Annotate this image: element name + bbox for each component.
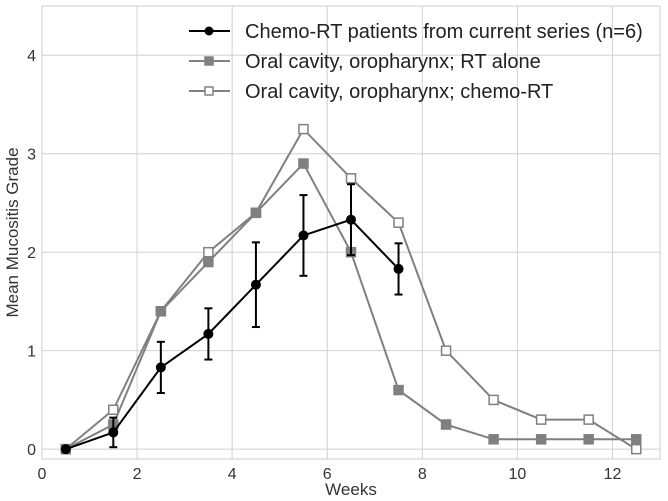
data-point — [203, 246, 214, 258]
y-tick-labels: 0 1 2 3 4 — [27, 48, 36, 459]
data-point — [298, 158, 309, 169]
data-point — [440, 419, 452, 430]
series-1 — [60, 183, 404, 455]
data-point — [440, 345, 452, 356]
data-point — [393, 217, 404, 228]
legend-item-3: Oral cavity, oropharynx; chemo-RT — [189, 81, 553, 103]
data-point — [583, 434, 594, 445]
legend-item-1: Chemo-RT patients from current series (n… — [189, 21, 643, 43]
data-point — [488, 434, 499, 445]
data-point — [204, 86, 214, 96]
data-point — [393, 384, 404, 396]
x-tick-label: 0 — [38, 466, 47, 483]
series-line — [65, 218, 400, 451]
data-point — [155, 306, 167, 317]
grid-lines — [41, 6, 660, 459]
x-tick-label: 4 — [228, 466, 237, 483]
plot-frame — [41, 5, 661, 460]
legend-label: Chemo-RT patients from current series (n… — [245, 21, 643, 43]
x-tick-label: 6 — [323, 466, 332, 483]
data-point — [298, 123, 309, 135]
legend-label: Oral cavity, oropharynx; RT alone — [245, 51, 541, 73]
data-point — [203, 256, 214, 268]
series-3 — [60, 123, 642, 455]
y-tick-label: 4 — [27, 48, 36, 65]
legend: Chemo-RT patients from current series (n… — [189, 21, 643, 103]
data-point — [203, 328, 214, 339]
data-point — [155, 362, 166, 373]
data-point — [250, 207, 262, 219]
y-axis-label: Mean Mucositis Grade — [3, 147, 22, 317]
data-point — [393, 263, 404, 274]
data-point — [204, 26, 214, 36]
x-axis-label: Weeks — [325, 480, 377, 499]
x-tick-label: 8 — [418, 466, 427, 483]
x-tick-label: 10 — [508, 466, 526, 483]
data-point — [250, 279, 261, 290]
data-point — [346, 214, 356, 225]
y-tick-label: 0 — [27, 442, 36, 459]
data-point — [535, 414, 547, 425]
y-tick-label: 2 — [27, 245, 36, 262]
data-point — [630, 443, 642, 455]
x-tick-label: 12 — [604, 466, 622, 483]
legend-label: Oral cavity, oropharynx; chemo-RT — [245, 81, 553, 103]
x-tick-label: 2 — [133, 466, 142, 483]
y-tick-label: 3 — [27, 147, 36, 164]
data-point — [583, 414, 594, 425]
data-point — [60, 444, 71, 455]
data-point — [488, 394, 499, 406]
data-point — [204, 56, 214, 66]
data-point — [630, 434, 642, 445]
data-series — [60, 123, 642, 455]
data-point — [298, 230, 309, 241]
y-tick-label: 1 — [27, 344, 36, 361]
data-point — [108, 404, 119, 416]
data-point — [345, 173, 357, 184]
x-tick-labels: 0 2 4 6 8 10 12 — [38, 466, 622, 483]
legend-item-2: Oral cavity, oropharynx; RT alone — [189, 51, 541, 73]
data-point — [108, 427, 119, 438]
data-point — [535, 434, 547, 445]
